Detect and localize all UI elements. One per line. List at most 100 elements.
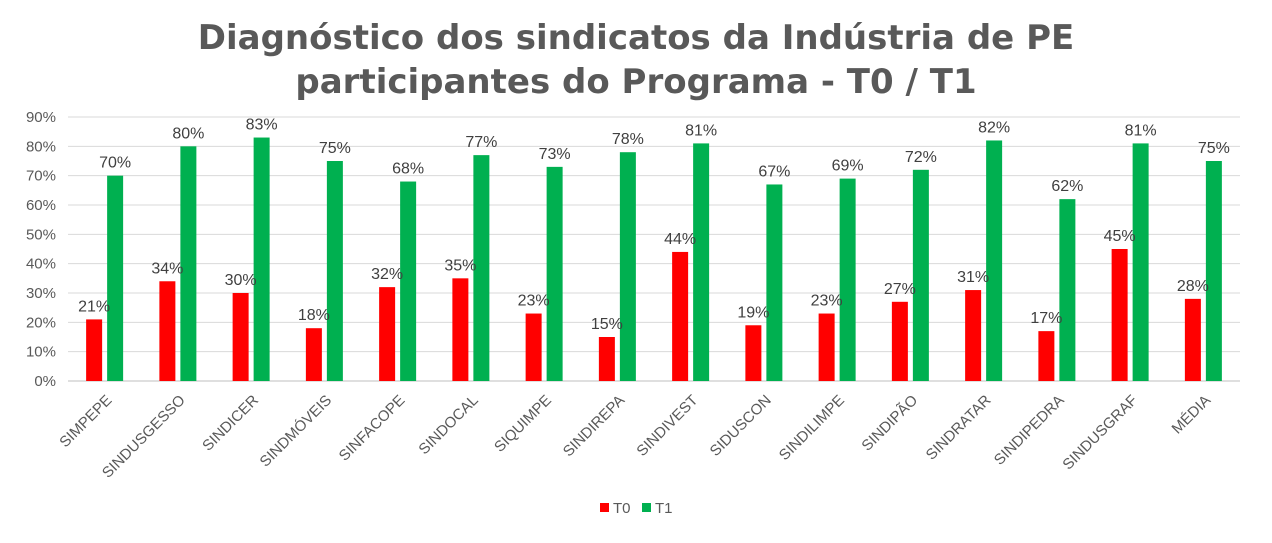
data-label-t1: 69%: [832, 158, 864, 175]
data-label-t0: 21%: [78, 298, 110, 315]
data-label-t0: 18%: [298, 307, 330, 324]
data-label-t1: 78%: [612, 131, 644, 148]
legend-label-t0: T0: [613, 500, 631, 517]
bar-t1: [473, 155, 490, 381]
x-tick-label: MÉDIA: [1169, 392, 1215, 438]
bar-t0: [965, 290, 982, 381]
bar-t0: [598, 337, 615, 381]
x-tick-label: SINDRATAR: [923, 392, 995, 464]
x-tick-label: SINDICER: [199, 392, 262, 455]
bars: [86, 137, 1222, 381]
x-tick-label: SINDMÓVEIS: [257, 392, 336, 471]
bar-t0: [1038, 331, 1055, 381]
chart-title: Diagnóstico dos sindicatos da Indústria …: [0, 16, 1272, 104]
bar-t1: [180, 146, 197, 381]
x-tick-label: SINDIPÃO: [858, 392, 921, 455]
data-label-t1: 81%: [685, 122, 717, 139]
data-labels: 21% 70% 34% 80% 30% 83% 18% 75% 32% 68% 35% 77% 23% 7…: [78, 117, 1230, 333]
bar-t0: [232, 293, 249, 381]
data-label-t0: 28%: [1177, 278, 1209, 295]
data-label-t0: 35%: [444, 257, 476, 274]
data-label-t0: 45%: [1104, 228, 1136, 245]
y-tick-label: 60%: [26, 197, 56, 214]
data-label-t1: 72%: [905, 149, 937, 166]
bar-t0: [159, 281, 176, 381]
bar-t1: [107, 175, 124, 381]
x-tick-label: SINDIREPA: [560, 392, 628, 460]
bar-t0: [891, 301, 908, 381]
data-label-t1: 75%: [1198, 140, 1230, 157]
data-label-t1: 77%: [465, 134, 497, 151]
y-tick-label: 30%: [26, 285, 56, 302]
bar-t1: [1205, 161, 1222, 381]
data-label-t1: 62%: [1051, 178, 1083, 195]
data-label-t0: 32%: [371, 266, 403, 283]
bar-t0: [818, 313, 835, 381]
data-label-t0: 19%: [737, 304, 769, 321]
y-tick-label: 40%: [26, 256, 56, 273]
data-label-t1: 83%: [246, 117, 278, 134]
y-tick-label: 90%: [26, 109, 56, 126]
y-tick-label: 70%: [26, 168, 56, 185]
bar-t0: [1184, 298, 1201, 381]
y-tick-label: 50%: [26, 226, 56, 243]
data-label-t0: 27%: [884, 281, 916, 298]
y-tick-label: 80%: [26, 138, 56, 155]
bar-t0: [379, 287, 396, 381]
data-label-t0: 30%: [225, 272, 257, 289]
bar-t1: [619, 152, 636, 381]
x-tick-label: SINFACOPE: [336, 392, 409, 465]
data-label-t0: 15%: [591, 316, 623, 333]
data-label-t0: 23%: [518, 293, 550, 310]
y-tick-label: 20%: [26, 314, 56, 331]
bar-t1: [693, 143, 710, 381]
bar-t1: [546, 166, 563, 381]
x-tick-label: SINDIPEDRA: [991, 392, 1068, 469]
bar-t0: [86, 319, 103, 381]
bar-t1: [400, 181, 417, 381]
bar-t0: [452, 278, 469, 381]
data-label-t1: 68%: [392, 161, 424, 178]
data-label-t0: 17%: [1030, 310, 1062, 327]
x-tick-label: SINDUSGRAF: [1059, 392, 1141, 474]
legend-swatch-t0: [600, 503, 609, 512]
legend-label-t1: T1: [655, 500, 673, 517]
bar-t0: [672, 251, 689, 381]
x-tick-label: SINDIVEST: [633, 392, 701, 460]
data-label-t1: 75%: [319, 140, 351, 157]
bar-t1: [766, 184, 783, 381]
x-tick-label: SIDUSCON: [707, 392, 775, 460]
legend: T0 T1: [600, 500, 673, 517]
bar-t1: [986, 140, 1003, 381]
data-label-t1: 80%: [172, 125, 204, 142]
bar-t0: [745, 325, 762, 381]
bar-t1: [912, 169, 929, 381]
data-label-t1: 70%: [99, 155, 131, 172]
chart-title-line1: Diagnóstico dos sindicatos da Indústria …: [197, 18, 1075, 58]
bar-t1: [1059, 199, 1076, 381]
x-tick-label: SINDILIMPE: [776, 392, 848, 464]
bar-t0: [305, 328, 322, 381]
legend-swatch-t1: [642, 503, 651, 512]
data-label-t0: 23%: [811, 293, 843, 310]
bar-t1: [1132, 143, 1149, 381]
data-label-t0: 44%: [664, 231, 696, 248]
y-tick-label: 0%: [34, 373, 56, 390]
data-label-t0: 34%: [151, 260, 183, 277]
bar-t0: [525, 313, 542, 381]
data-label-t1: 82%: [978, 119, 1010, 136]
x-tick-label: SIQUIMPE: [491, 392, 555, 456]
data-label-t1: 81%: [1125, 122, 1157, 139]
y-tick-label: 10%: [26, 344, 56, 361]
bar-t1: [326, 161, 343, 381]
bar-t0: [1111, 249, 1128, 381]
data-label-t0: 31%: [957, 269, 989, 286]
bar-t1: [253, 137, 270, 381]
data-label-t1: 73%: [539, 146, 571, 163]
chart-title-line2: participantes do Programa - T0 / T1: [295, 62, 977, 102]
bar-t1: [839, 178, 856, 381]
y-axis: 0% 10% 20% 30% 40% 50% 60% 70% 80% 90%: [26, 109, 56, 390]
data-label-t1: 67%: [758, 163, 790, 180]
